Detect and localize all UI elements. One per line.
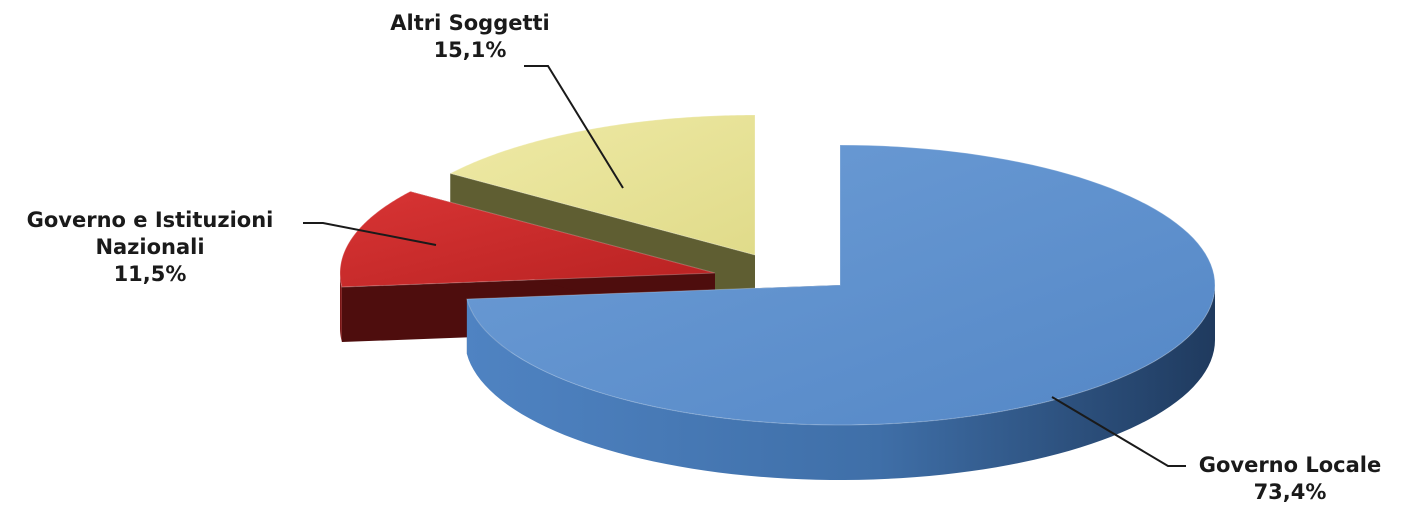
leader-lines <box>303 65 1186 467</box>
slice-governo-nazionali-top <box>339 190 716 288</box>
label-gov-line1: Governo e Istituzioni <box>26 208 274 232</box>
leader-line-governo-locale <box>1051 396 1186 467</box>
slice-governo-locale-rim-0 <box>466 285 1215 480</box>
label-governo-nazionali: Governo e Istituzioni Nazionali 11,5% <box>0 207 300 288</box>
label-altri-soggetti: Altri Soggetti 15,1% <box>360 10 580 64</box>
pie-slices <box>339 114 1216 480</box>
slice-altri-soggetti-top <box>448 114 756 256</box>
label-altri-name: Altri Soggetti <box>390 11 550 35</box>
label-altri-value: 15,1% <box>433 38 507 62</box>
label-loc-value: 73,4% <box>1253 480 1327 504</box>
label-gov-line2: Nazionali <box>95 235 205 259</box>
leader-line-governo-nazionali <box>303 222 437 246</box>
label-governo-locale: Governo Locale 73,4% <box>1180 452 1400 506</box>
label-loc-name: Governo Locale <box>1198 453 1382 477</box>
label-gov-value: 11,5% <box>113 262 187 286</box>
leader-line-altri <box>524 65 624 189</box>
slice-governo-nazionali-rim-0 <box>340 273 342 343</box>
slice-governo-locale-top <box>466 144 1216 426</box>
